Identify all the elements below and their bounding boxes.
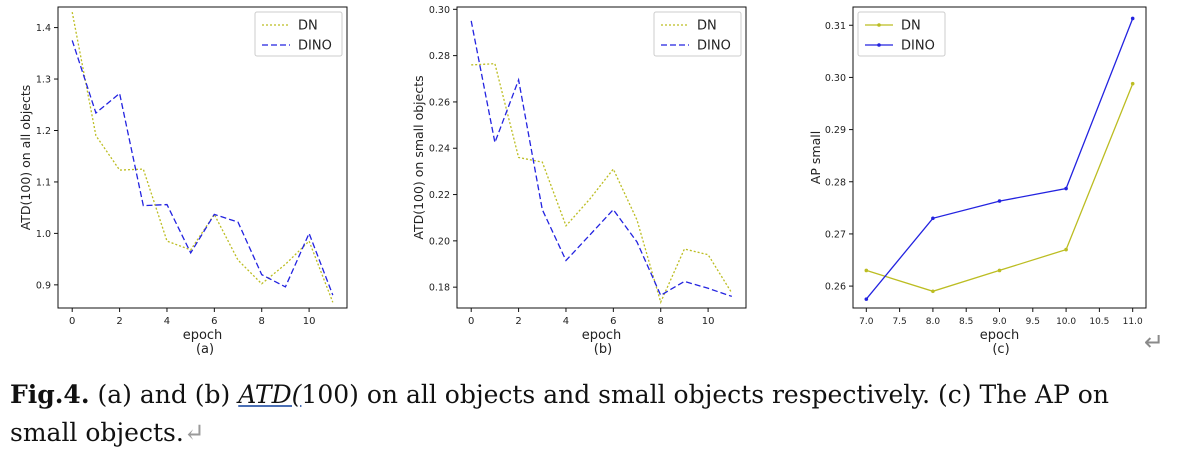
data-point-dino bbox=[931, 216, 935, 221]
x-tick-label: 7.0 bbox=[859, 317, 874, 327]
caption-text-1: (a) and (b) bbox=[89, 380, 239, 409]
x-tick-label: 7.5 bbox=[892, 317, 906, 327]
y-tick-label: 0.27 bbox=[825, 229, 846, 240]
legend-marker-dino bbox=[877, 43, 881, 47]
x-tick-label: 10.5 bbox=[1089, 317, 1109, 327]
chart-1: 0 2 4 6 8 10 0.9 1.0 1.1 1.2 1.3 1.4 epoch ATD(100) o… bbox=[18, 6, 348, 357]
caption-label: Fig.4. bbox=[10, 380, 90, 409]
figure-charts: 0 2 4 6 8 10 0.9 1.0 1.1 1.2 1.3 1.4 epoch ATD(100) o… bbox=[18, 5, 1147, 357]
y-tick-label: 0.31 bbox=[825, 21, 846, 32]
x-tick-label: 10 bbox=[303, 316, 316, 327]
x-tick-label: 8 bbox=[259, 316, 265, 327]
series-line-dn bbox=[71, 11, 334, 303]
y-tick-label: 1.3 bbox=[36, 75, 51, 86]
legend: DN DINO bbox=[653, 11, 742, 57]
y-tick-label: 0.30 bbox=[825, 73, 846, 84]
y-tick-label: 0.9 bbox=[36, 280, 51, 291]
y-tick-label: 0.26 bbox=[429, 97, 450, 108]
caption-italic: ATD( bbox=[238, 380, 302, 409]
y-tick-label: 0.26 bbox=[825, 282, 846, 293]
x-tick-label: 6 bbox=[211, 316, 217, 327]
y-axis-label: AP small bbox=[808, 131, 823, 184]
series-line-dino bbox=[865, 18, 1134, 300]
data-point-dn bbox=[931, 289, 935, 294]
y-tick-label: 1.0 bbox=[36, 229, 51, 240]
series-line-dino bbox=[71, 40, 334, 296]
caption-return-icon: ↵ bbox=[183, 418, 205, 447]
legend-label-dn: DN bbox=[697, 19, 717, 34]
paragraph-mark-icon: ↵ bbox=[1144, 328, 1165, 356]
data-point-dino bbox=[1064, 186, 1068, 191]
x-tick-label: 0 bbox=[468, 316, 474, 327]
x-tick-label: 8.5 bbox=[959, 317, 973, 327]
legend-marker-dn bbox=[877, 23, 881, 27]
x-tick-label: 4 bbox=[164, 316, 170, 327]
x-tick-label: 2 bbox=[116, 316, 122, 327]
legend-label-dn: DN bbox=[298, 19, 318, 34]
data-point-dn bbox=[864, 268, 869, 273]
x-tick-label: 8 bbox=[658, 316, 664, 327]
y-tick-label: 0.20 bbox=[429, 236, 450, 247]
y-tick-label: 0.28 bbox=[429, 51, 450, 62]
x-tick-label: 0 bbox=[69, 316, 75, 327]
panel-label: (b) bbox=[594, 342, 612, 357]
y-tick-label: 1.2 bbox=[36, 126, 51, 137]
y-tick-label: 0.18 bbox=[429, 283, 450, 294]
plot-frame bbox=[456, 6, 747, 309]
chart-2: 0 2 4 6 8 10 0.18 0.20 0.22 0.24 0.26 0.28 0.30 epoch… bbox=[411, 5, 747, 357]
x-tick-label: 2 bbox=[515, 316, 521, 327]
x-axis-label: epoch bbox=[980, 328, 1020, 343]
x-tick-label: 4 bbox=[563, 316, 569, 327]
y-axis-label: ATD(100) on all objects bbox=[18, 85, 33, 231]
x-tick-label: 9.5 bbox=[1026, 317, 1040, 327]
data-point-dino bbox=[997, 199, 1002, 203]
x-axis-label: epoch bbox=[183, 328, 223, 343]
caption-text-2: 100) on all objects and small objects re… bbox=[10, 380, 1109, 447]
data-point-dn bbox=[1130, 81, 1135, 86]
series-line-dino bbox=[470, 20, 733, 298]
data-point-dino bbox=[864, 297, 869, 301]
data-point-dino bbox=[1130, 16, 1135, 21]
series-line-dn bbox=[866, 83, 1134, 292]
data-point-dn bbox=[1064, 247, 1068, 252]
legend: DN DINO bbox=[857, 11, 946, 57]
y-tick-label: 1.4 bbox=[36, 23, 51, 34]
x-tick-label: 9.0 bbox=[992, 317, 1007, 327]
y-tick-label: 0.28 bbox=[825, 177, 846, 188]
plot-frame bbox=[57, 6, 348, 309]
panel-label: (c) bbox=[992, 342, 1009, 357]
x-tick-label: 10 bbox=[702, 316, 715, 327]
panel-label: (a) bbox=[196, 342, 214, 357]
y-axis-label: ATD(100) on small objects bbox=[411, 75, 426, 239]
figure-caption: Fig.4. (a) and (b) ATD(100) on all objec… bbox=[10, 376, 1175, 452]
legend-label-dino: DINO bbox=[697, 39, 731, 54]
x-axis-label: epoch bbox=[582, 328, 622, 343]
legend-label-dn: DN bbox=[901, 19, 921, 34]
series-line-dn bbox=[471, 63, 733, 305]
y-tick-label: 0.29 bbox=[825, 125, 846, 136]
y-tick-label: 0.30 bbox=[429, 5, 450, 16]
x-tick-label: 10.0 bbox=[1056, 317, 1076, 327]
y-tick-label: 0.24 bbox=[429, 144, 450, 155]
y-tick-label: 0.22 bbox=[429, 190, 450, 201]
legend-label-dino: DINO bbox=[298, 39, 332, 54]
chart-3: 7.0 7.5 8.0 8.5 9.0 9.5 10.0 10.5 11.0 0.26 0.27 0.… bbox=[808, 6, 1147, 357]
y-tick-label: 1.1 bbox=[36, 177, 51, 188]
data-point-dn bbox=[997, 268, 1002, 273]
x-tick-label: 8.0 bbox=[926, 317, 941, 327]
legend-label-dino: DINO bbox=[901, 39, 935, 54]
legend: DN DINO bbox=[254, 11, 343, 57]
x-tick-label: 11.0 bbox=[1123, 317, 1143, 327]
x-tick-label: 6 bbox=[610, 316, 616, 327]
